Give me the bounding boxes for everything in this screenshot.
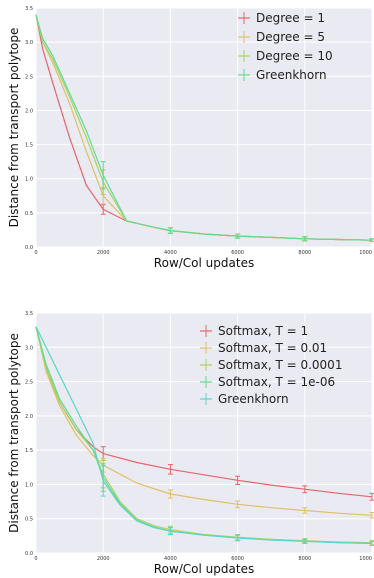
x-axis-label: Row/Col updates <box>154 256 254 270</box>
y-tick-label: 1.5 <box>25 143 33 149</box>
y-tick-label: 1.5 <box>25 448 33 454</box>
y-tick-label: 0.5 <box>25 517 33 523</box>
y-axis-label: Distance from transport polytope <box>7 28 21 228</box>
x-tick-label: 4000 <box>164 556 177 562</box>
plot-area <box>36 313 372 553</box>
series-line <box>35 326 373 544</box>
x-tick-label: 8000 <box>298 556 311 562</box>
y-tick-label: 2.0 <box>25 414 33 420</box>
y-tick-label: 2.5 <box>25 74 33 80</box>
x-tick-label: 8000 <box>298 250 311 256</box>
series-line <box>35 14 373 241</box>
x-tick-label: 0 <box>34 556 37 562</box>
x-tick-label: 6000 <box>231 556 244 562</box>
x-tick-label: 6000 <box>231 250 244 256</box>
plot-area <box>36 8 372 247</box>
x-axis-label: Row/Col updates <box>154 562 254 576</box>
legend-label: Softmax, T = 0.01 <box>218 341 327 355</box>
legend-label: Softmax, T = 1 <box>218 324 308 338</box>
chart-top: 0 2000 4000 6000 8000 1000 0.0 0.5 1.0 1.5 2.0 2.5 3… <box>7 6 374 270</box>
chart-bottom: 0 2000 4000 6000 8000 1000 0.0 0.5 1.0 1.5 2.0 2.5 3… <box>7 311 374 576</box>
y-tick-label: 3.5 <box>25 6 33 12</box>
series-line <box>35 326 373 516</box>
legend-label: Degree = 10 <box>256 49 333 63</box>
x-tick-label: 2000 <box>97 250 110 256</box>
y-tick-label: 3.0 <box>25 345 33 351</box>
y-tick-label: 0.0 <box>25 245 33 251</box>
x-tick-label: 4000 <box>164 250 177 256</box>
y-tick-label: 3.0 <box>25 40 33 46</box>
legend-label: Softmax, T = 0.0001 <box>218 358 342 372</box>
series-line <box>35 326 373 544</box>
legend-label: Greenkhorn <box>218 392 289 406</box>
x-tick-label: 1000 <box>359 250 372 256</box>
legend-label: Softmax, T = 1e-06 <box>218 375 335 389</box>
y-tick-label: 0.0 <box>25 551 33 557</box>
y-tick-label: 1.0 <box>25 482 33 488</box>
x-tick-label: 2000 <box>97 556 110 562</box>
y-tick-label: 2.0 <box>25 108 33 114</box>
y-axis-label: Distance from transport polytope <box>7 333 21 533</box>
x-tick-label: 0 <box>34 250 37 256</box>
y-tick-label: 2.5 <box>25 380 33 386</box>
legend-label: Degree = 1 <box>256 11 325 25</box>
y-tick-label: 0.5 <box>25 211 33 217</box>
y-tick-label: 3.5 <box>25 311 33 317</box>
y-tick-label: 1.0 <box>25 177 33 183</box>
legend-label: Greenkhorn <box>256 68 327 82</box>
legend-label: Degree = 5 <box>256 30 325 44</box>
x-tick-label: 1000 <box>359 556 372 562</box>
